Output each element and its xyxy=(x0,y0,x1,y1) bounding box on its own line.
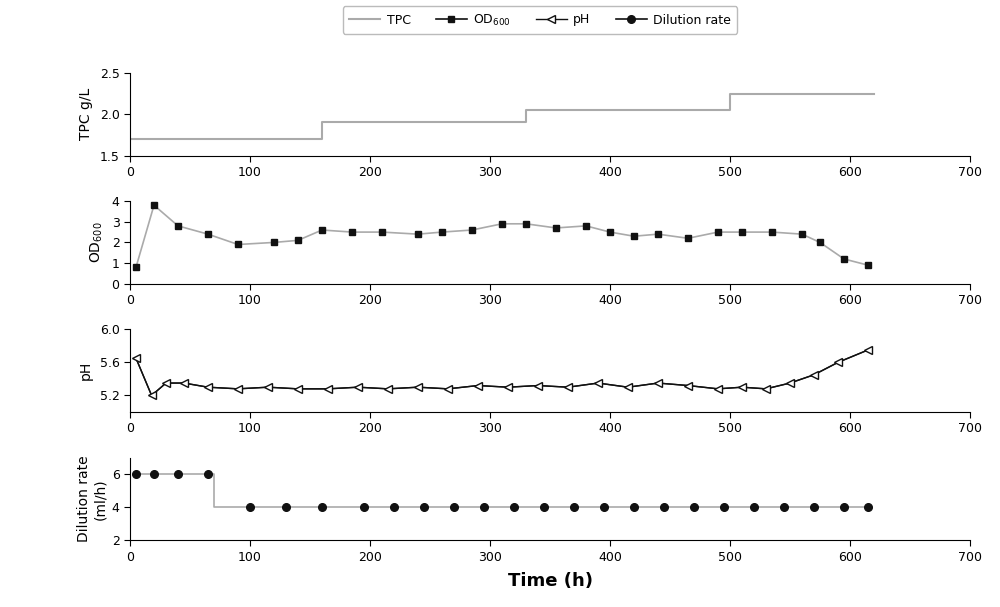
Y-axis label: Dilution rate
(ml/h): Dilution rate (ml/h) xyxy=(77,456,108,542)
Y-axis label: pH: pH xyxy=(79,361,93,380)
Legend: TPC, OD$_{600}$, pH, Dilution rate: TPC, OD$_{600}$, pH, Dilution rate xyxy=(343,6,737,34)
Y-axis label: OD$_{600}$: OD$_{600}$ xyxy=(88,222,105,263)
Y-axis label: TPC g/L: TPC g/L xyxy=(79,88,93,140)
X-axis label: Time (h): Time (h) xyxy=(508,572,592,590)
